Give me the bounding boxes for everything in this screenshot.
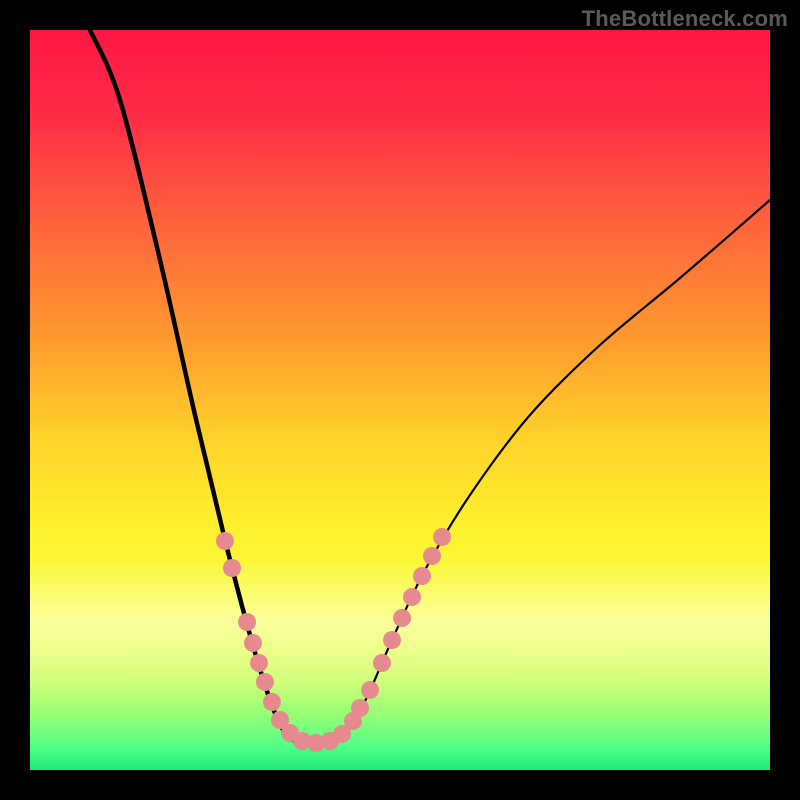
chart-svg [0,0,800,800]
data-dot [361,681,379,699]
data-dot [256,673,274,691]
data-dot [433,528,451,546]
data-dot [250,654,268,672]
data-dot [423,547,441,565]
data-dot [223,559,241,577]
data-dot [403,588,421,606]
data-dot [263,693,281,711]
chart-canvas: TheBottleneck.com [0,0,800,800]
watermark-text: TheBottleneck.com [582,6,788,32]
data-dot [393,609,411,627]
data-dot [383,631,401,649]
data-dot [244,634,262,652]
data-dot [238,613,256,631]
data-dot [373,654,391,672]
highlight-band [30,560,770,770]
data-dot [216,532,234,550]
plot-area [30,30,770,770]
data-dot [351,699,369,717]
data-dot [413,567,431,585]
